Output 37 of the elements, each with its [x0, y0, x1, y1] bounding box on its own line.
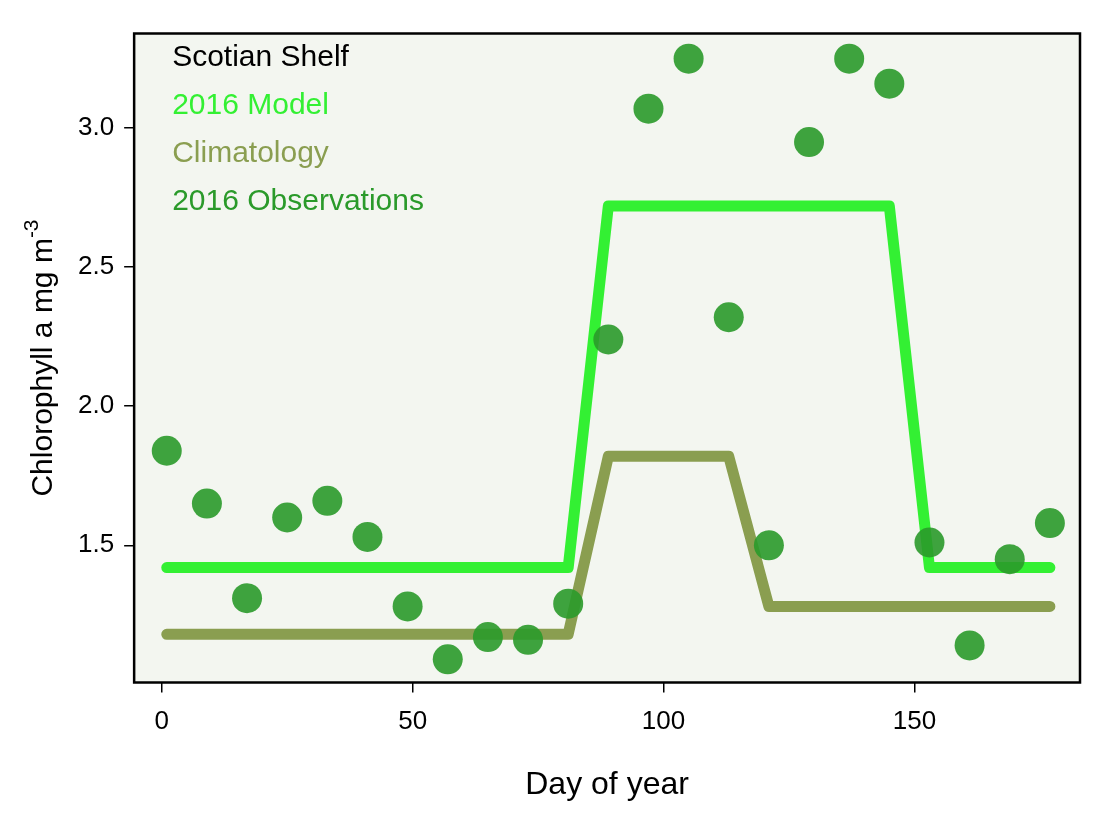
point	[432, 644, 463, 675]
x-tick-label: 150	[892, 705, 937, 736]
text: Climatology	[172, 134, 329, 168]
text: 2016 Model	[172, 86, 329, 120]
y-tick-label: 3.0	[77, 111, 115, 142]
point	[232, 583, 263, 614]
point	[954, 630, 985, 661]
point	[312, 485, 343, 516]
point	[553, 588, 584, 619]
point	[1034, 508, 1065, 539]
point	[753, 530, 784, 561]
point	[472, 622, 503, 653]
point	[834, 43, 865, 74]
point	[352, 521, 383, 552]
x-tick-label: 0	[154, 705, 169, 736]
point	[994, 544, 1025, 575]
legend-title: Scotian Shelf	[172, 38, 350, 72]
point	[633, 93, 664, 124]
point	[191, 488, 222, 519]
point	[914, 527, 945, 558]
point	[713, 302, 744, 333]
text: 2016 Observations	[172, 182, 424, 216]
x-tick-label: 50	[398, 705, 428, 736]
x-tick-label: 100	[641, 705, 686, 736]
point	[673, 43, 704, 74]
point	[272, 502, 303, 533]
y-tick-label: 2.5	[77, 250, 115, 281]
point	[392, 591, 423, 622]
point	[513, 624, 544, 655]
point	[151, 435, 182, 466]
y-axis-title: Chlorophyll a mg m-3	[18, 219, 59, 497]
point	[874, 68, 905, 99]
point	[593, 324, 624, 355]
y-tick-label: 2.0	[77, 389, 115, 420]
x-axis-title: Day of year	[525, 764, 690, 801]
point	[794, 127, 825, 158]
y-tick-label: 1.5	[77, 528, 115, 559]
